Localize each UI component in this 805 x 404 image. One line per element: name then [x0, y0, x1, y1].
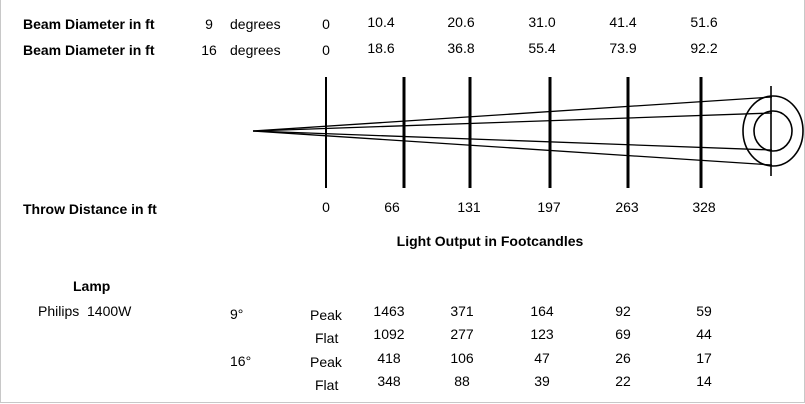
beam-row-1-value: 51.6	[690, 14, 718, 30]
beam-row-2-value: 18.6	[367, 40, 395, 56]
beam-edge-outer-bottom	[252, 130, 773, 166]
output-type: Flat	[315, 330, 339, 346]
output-value: 92	[615, 303, 631, 319]
beam-row-2-value: 55.4	[528, 40, 556, 56]
throw-distance-value: 0	[322, 199, 330, 215]
lamp-name: Philips 1400W	[38, 303, 132, 319]
output-value: 22	[615, 373, 631, 389]
output-value: 106	[450, 350, 474, 366]
beam-row-1-angle: 9	[205, 16, 213, 32]
output-value: 1463	[373, 303, 405, 319]
beam-row-2-angle: 16	[201, 42, 217, 58]
beam-row-2-unit: degrees	[230, 42, 281, 58]
throw-distance-value: 66	[384, 199, 400, 215]
output-value: 59	[696, 303, 712, 319]
output-value: 1092	[373, 326, 405, 342]
beam-edge-inner-top	[252, 112, 773, 132]
output-type: Peak	[310, 354, 342, 370]
throw-distance-value: 197	[537, 199, 561, 215]
beam-row-1-unit: degrees	[230, 16, 281, 32]
output-angle: 9°	[230, 306, 244, 322]
beam-row-1-value: 31.0	[528, 14, 556, 30]
beam-circle-inner	[753, 110, 793, 152]
beam-row-1-value: 0	[322, 16, 330, 32]
output-value: 418	[377, 350, 401, 366]
lamp-heading: Lamp	[73, 278, 111, 294]
light-output-title: Light Output in Footcandles	[396, 233, 584, 249]
output-value: 348	[377, 373, 401, 389]
output-value: 17	[696, 350, 712, 366]
beam-row-1-value: 41.4	[609, 14, 637, 30]
throw-distance-value: 328	[692, 199, 716, 215]
throw-distance-label: Throw Distance in ft	[23, 201, 157, 217]
output-type: Peak	[310, 307, 342, 323]
throw-distance-value: 263	[615, 199, 639, 215]
beam-row-1-value: 10.4	[367, 14, 395, 30]
output-value: 371	[450, 303, 474, 319]
beam-row-1-value: 20.6	[447, 14, 475, 30]
beam-row-2-value: 92.2	[690, 40, 718, 56]
output-value: 39	[534, 373, 550, 389]
beam-row-2-label: Beam Diameter in ft	[23, 42, 155, 58]
output-value: 69	[615, 326, 631, 342]
beam-row-2-value: 36.8	[447, 40, 475, 56]
beam-row-2-value: 73.9	[609, 40, 637, 56]
output-value: 47	[534, 350, 550, 366]
throw-distance-value: 131	[457, 199, 481, 215]
beam-circle-outer	[742, 95, 804, 167]
output-type: Flat	[315, 377, 339, 393]
output-value: 277	[450, 326, 474, 342]
beam-edge-outer-top	[252, 96, 773, 132]
output-value: 26	[615, 350, 631, 366]
output-value: 44	[696, 326, 712, 342]
output-value: 88	[454, 373, 470, 389]
beam-row-2-value: 0	[322, 42, 330, 58]
output-angle: 16°	[230, 353, 252, 369]
output-value: 14	[696, 373, 712, 389]
output-value: 123	[530, 326, 554, 342]
output-value: 164	[530, 303, 554, 319]
beam-row-1-label: Beam Diameter in ft	[23, 16, 155, 32]
beam-edge-inner-bottom	[252, 130, 773, 151]
